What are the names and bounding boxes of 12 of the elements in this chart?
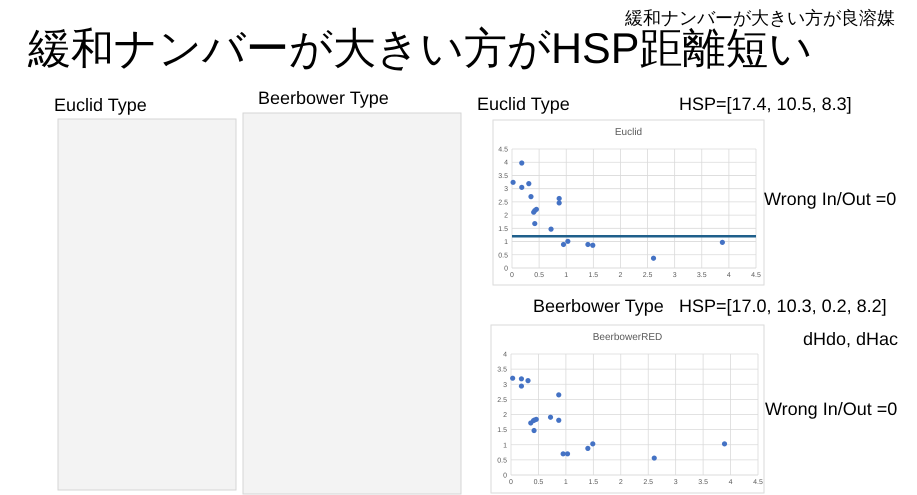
annotation: Euclid Type: [477, 94, 570, 114]
subtitle: 緩和ナンバーが大きい方が良溶媒: [625, 8, 895, 28]
annotation: HSP=[17.4, 10.5, 8.3]: [679, 94, 852, 114]
chart-title: BeerbowerRED: [592, 332, 662, 343]
annotation: Beerbower Type: [533, 296, 664, 316]
annotation: Beerbower Type: [258, 88, 389, 108]
chart-title: Euclid: [614, 127, 642, 138]
annotation: Wrong In/Out =0: [764, 189, 896, 209]
annotation: dHdo, dHac: [803, 329, 898, 349]
annotation: Wrong In/Out =0: [765, 399, 898, 419]
annotation: HSP=[17.0, 10.3, 0.2, 8.2]: [679, 296, 887, 316]
annotation: Euclid Type: [54, 95, 147, 115]
